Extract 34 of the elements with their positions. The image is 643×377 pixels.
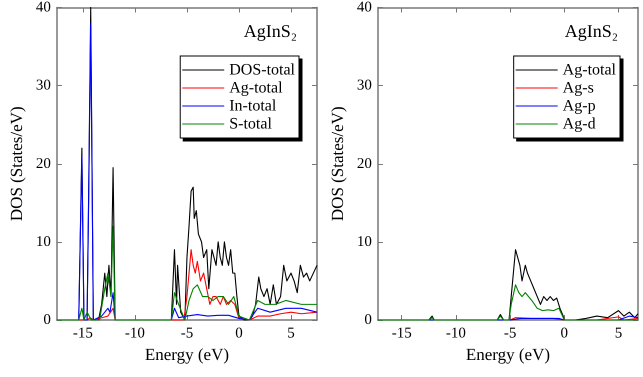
y-tick-label: 0 — [43, 312, 51, 328]
x-tick-label: 5 — [287, 326, 295, 342]
y-tick-label: 20 — [36, 156, 51, 172]
annotation: AgInS₂ — [564, 21, 618, 41]
y-axis-title: DOS (States/eV) — [328, 106, 347, 222]
y-tick-label: 0 — [364, 312, 372, 328]
y-tick-label: 40 — [36, 0, 51, 16]
x-axis-title: Energy (eV) — [144, 345, 230, 364]
legend-label: Ag-total — [229, 80, 284, 96]
y-axis-title: DOS (States/eV) — [7, 106, 26, 222]
x-tick-label: -5 — [180, 326, 194, 342]
x-tick-label: -10 — [446, 326, 466, 342]
legend-label: Ag-d — [562, 116, 596, 132]
x-axis-title: Energy (eV) — [466, 345, 550, 364]
y-tick-label: 10 — [36, 234, 51, 250]
x-tick-label: -10 — [124, 326, 145, 342]
x-tick-label: -15 — [72, 326, 93, 342]
x-tick-label: -15 — [392, 326, 412, 342]
y-tick-label: 20 — [356, 156, 372, 172]
legend-label: DOS-total — [229, 62, 296, 78]
legend-label: In-total — [229, 98, 277, 114]
legend-label: Ag-s — [562, 80, 594, 96]
y-tick-label: 40 — [356, 0, 372, 16]
x-tick-label: 0 — [560, 326, 568, 342]
annotation: AgInS₂ — [244, 21, 297, 41]
y-tick-label: 10 — [356, 234, 372, 250]
legend-label: Ag-p — [562, 98, 596, 114]
x-tick-label: -5 — [504, 326, 516, 342]
y-tick-label: 30 — [356, 78, 372, 94]
legend-label: Ag-total — [562, 62, 617, 78]
y-tick-label: 30 — [36, 78, 51, 94]
x-tick-label: 5 — [614, 326, 622, 342]
x-tick-label: 0 — [235, 326, 243, 342]
legend-label: S-total — [229, 116, 272, 132]
